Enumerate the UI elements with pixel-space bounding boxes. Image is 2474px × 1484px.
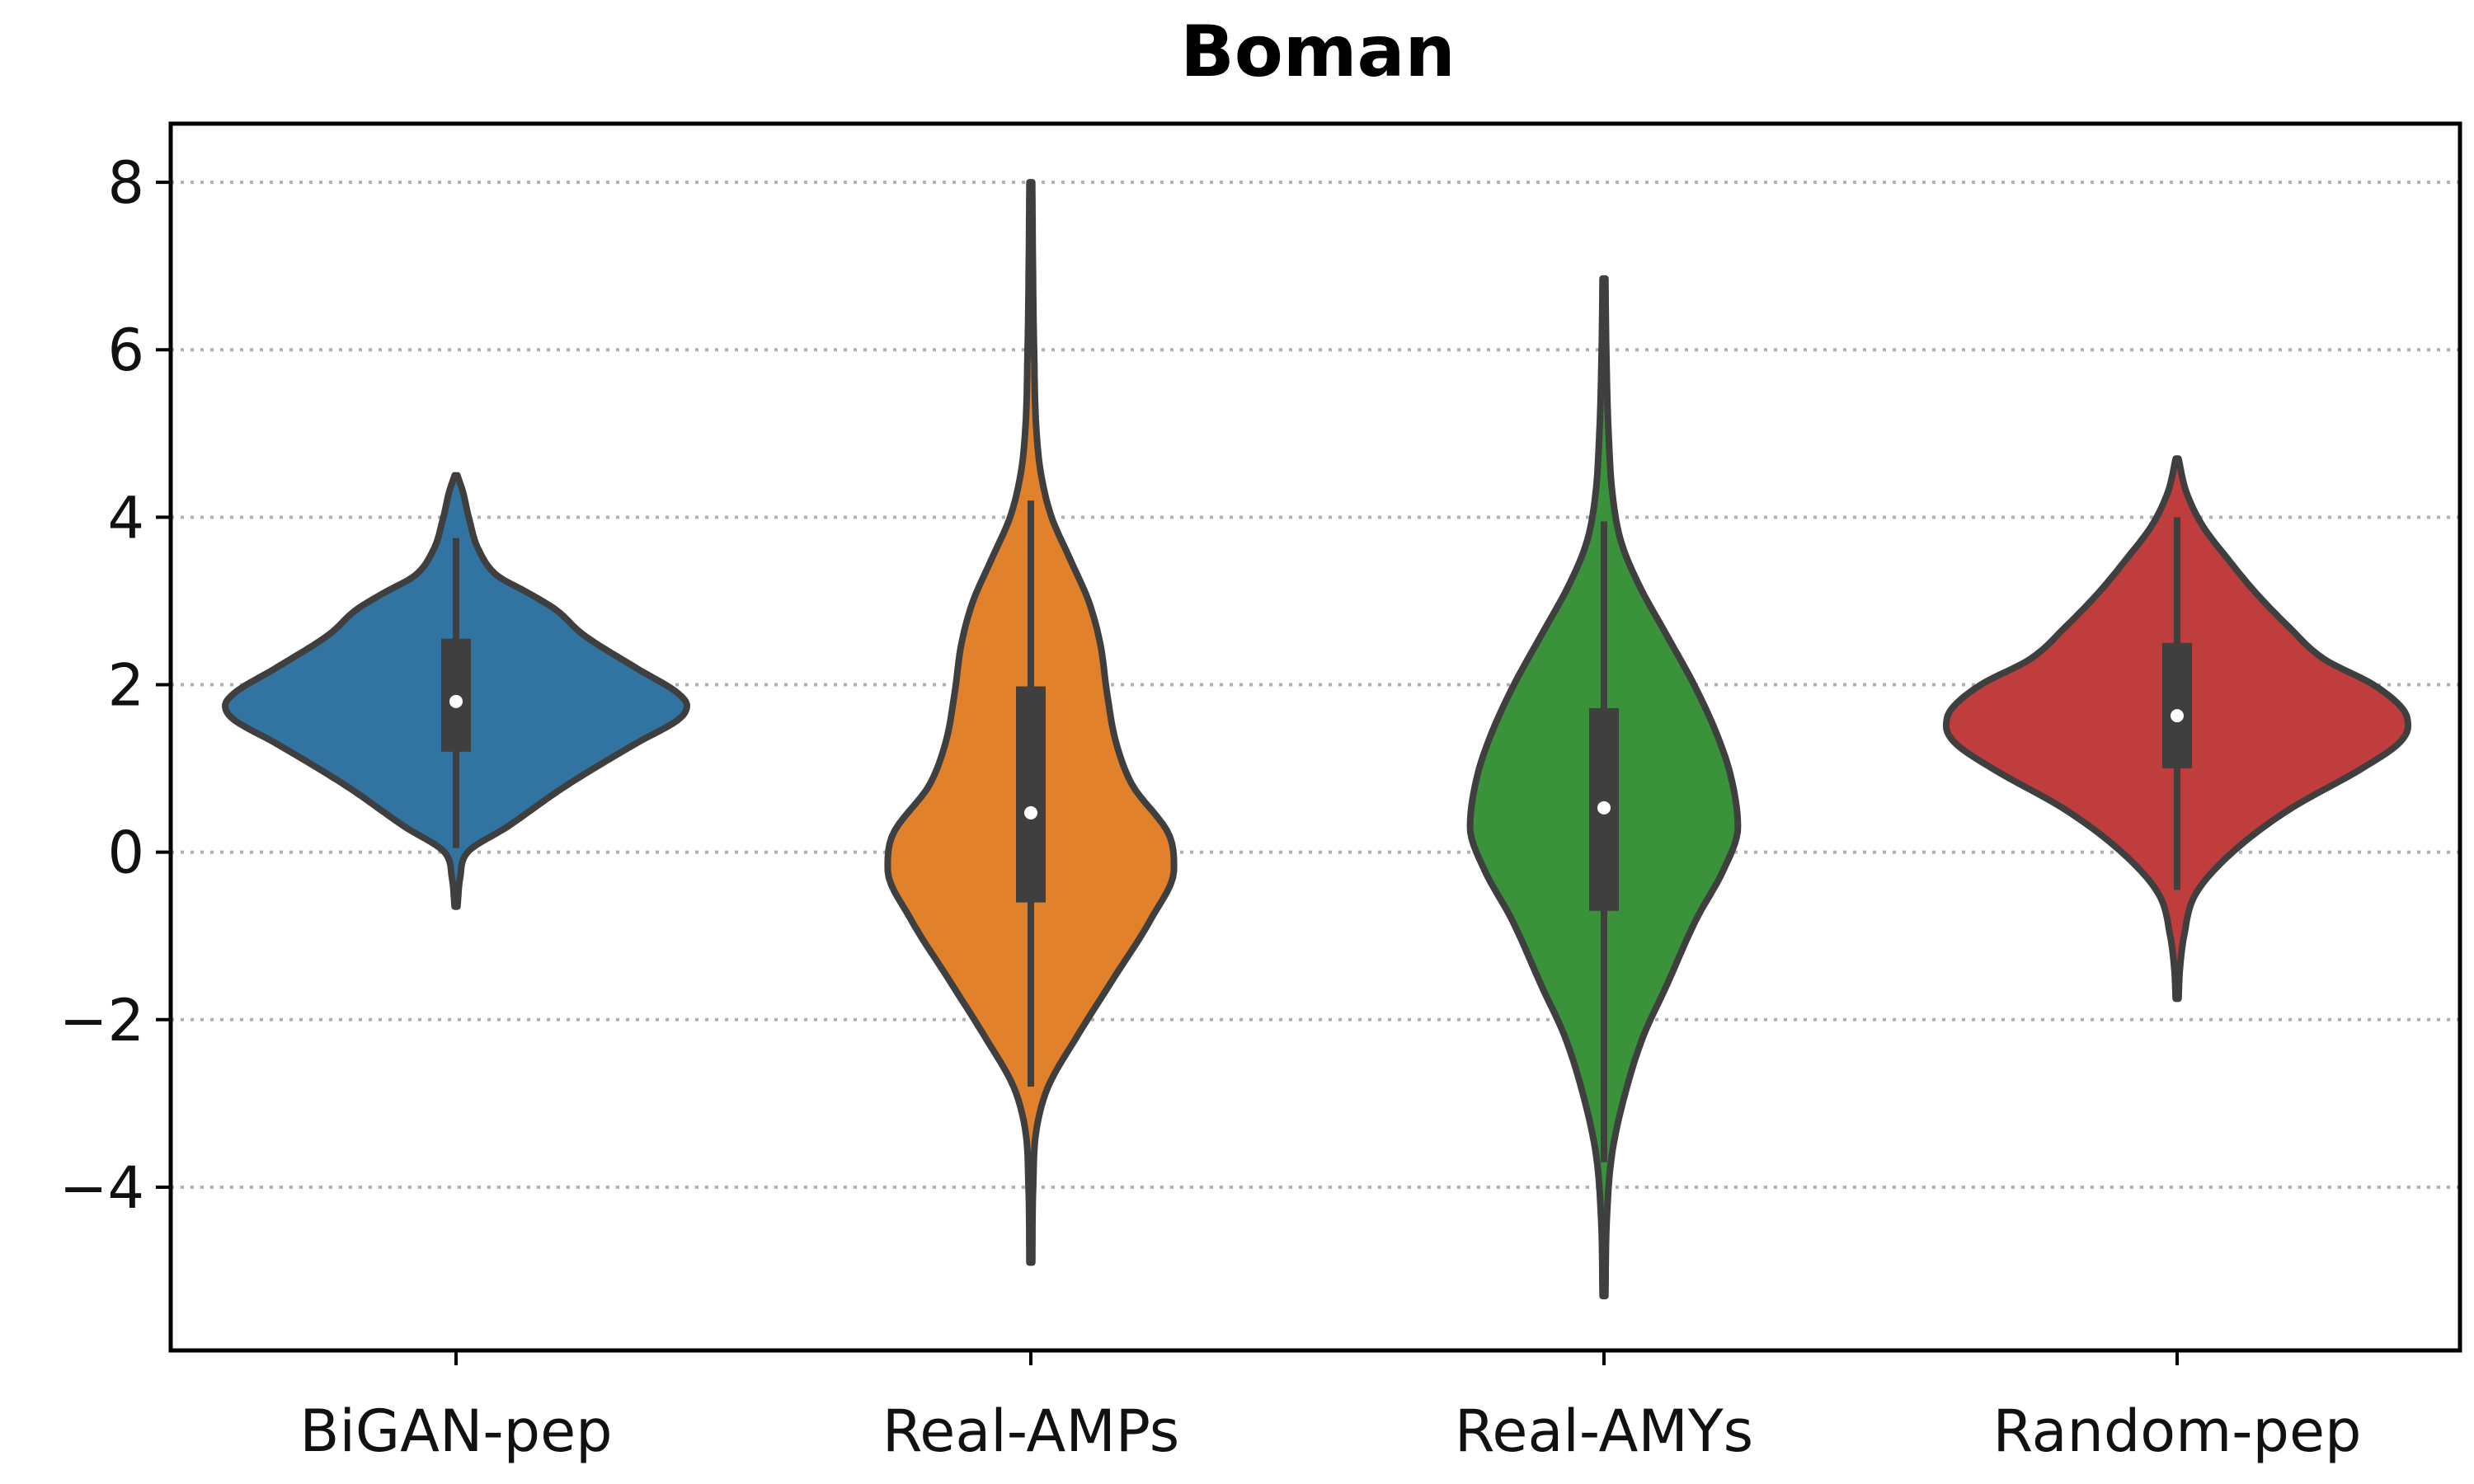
violin-real-amys bbox=[1466, 275, 1742, 1299]
violin-bigan-pep bbox=[222, 472, 690, 910]
iqr-box bbox=[2162, 642, 2192, 769]
x-tick-label: Random-pep bbox=[1992, 1397, 2361, 1465]
x-tick-label: Real-AMYs bbox=[1455, 1397, 1753, 1465]
median-point bbox=[1024, 805, 1037, 819]
y-tick-label: 8 bbox=[107, 149, 144, 217]
violin-random-pep bbox=[1943, 455, 2411, 1003]
x-tick-label: BiGAN-pep bbox=[299, 1397, 612, 1465]
violins bbox=[222, 179, 2411, 1299]
median-point bbox=[449, 694, 463, 708]
violin-real-amps bbox=[884, 179, 1178, 1266]
median-point bbox=[2171, 709, 2184, 723]
iqr-box bbox=[1016, 686, 1046, 903]
y-tick-label: 6 bbox=[107, 317, 144, 384]
chart-title: Boman bbox=[1180, 11, 1456, 93]
y-tick-label: −2 bbox=[59, 987, 144, 1054]
x-tick-label: Real-AMPs bbox=[882, 1397, 1179, 1465]
axes: −4 −2 0 2 4 6 8 BiGAN-pep Real-AMPs Real-AMYs Rand… bbox=[59, 149, 2362, 1465]
median-point bbox=[1597, 801, 1611, 815]
y-tick-label: −4 bbox=[59, 1154, 144, 1222]
y-tick-label: 4 bbox=[107, 484, 144, 552]
y-tick-label: 2 bbox=[107, 652, 144, 720]
plot-frame bbox=[168, 121, 2462, 1353]
y-tick-label: 0 bbox=[107, 819, 144, 887]
